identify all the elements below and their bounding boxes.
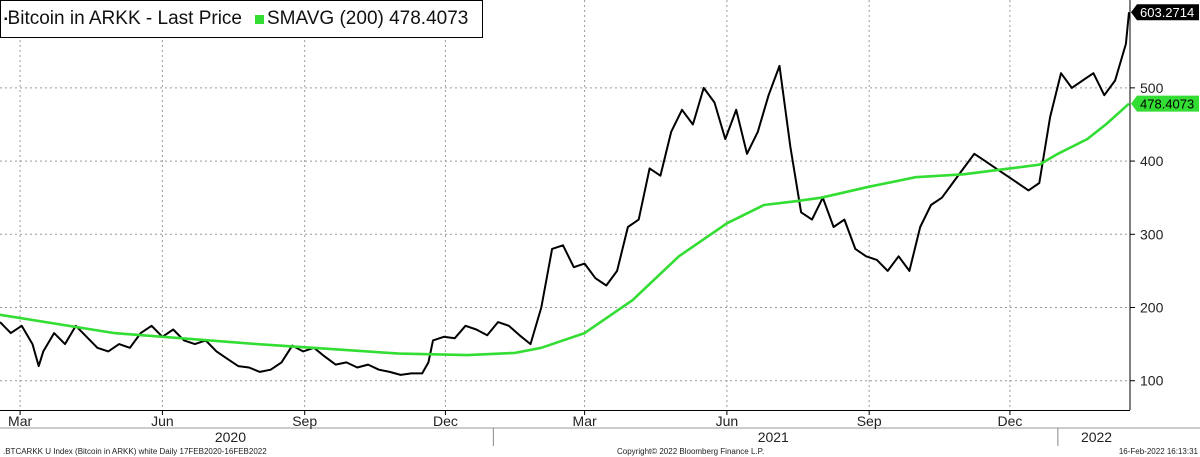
x-tick-label: Sep [292, 413, 317, 429]
series-lines [0, 12, 1130, 376]
x-tick-label: Sep [857, 413, 882, 429]
footer-timestamp: 16-Feb-2022 16:13:31 [1118, 447, 1198, 456]
last-price-tag-label: 603.2714 [1140, 5, 1194, 20]
smavg-line [0, 102, 1130, 357]
x-tick-label: Jun [151, 413, 174, 429]
legend-swatch-smavg-icon [254, 14, 264, 24]
year-label: 2020 [215, 429, 246, 445]
x-tick-label: Dec [433, 413, 458, 429]
year-label: 2022 [1081, 429, 1112, 445]
footer-source: .BTCARKK U Index (Bitcoin in ARKK) white… [3, 447, 267, 456]
legend-item-smavg: SMAVG (200) 478.4073 [250, 8, 468, 30]
legend-item-last-price: ▪ Bitcoin in ARKK - Last Price [1, 8, 242, 30]
last-value-tags: 603.2714 478.4073 [1131, 4, 1199, 112]
y-tick-label: 300 [1140, 226, 1164, 242]
last-price-tag: 603.2714 [1131, 4, 1199, 20]
axes: 100 200 300 400 500 Mar Jun Sep Dec Mar Jun Sep Dec 2… [0, 0, 1200, 446]
price-line [0, 12, 1130, 376]
footer-copyright: Copyright© 2022 Bloomberg Finance L.P. [617, 447, 765, 456]
legend-label-last-price: Bitcoin in ARKK - Last Price [7, 8, 242, 29]
year-label: 2021 [758, 429, 789, 445]
y-tick-label: 200 [1140, 300, 1164, 316]
legend-label-smavg: SMAVG (200) 478.4073 [266, 8, 469, 29]
y-tick-label: 500 [1140, 80, 1164, 96]
smavg-tag-bg [1131, 95, 1199, 112]
gridlines [0, 0, 1130, 410]
x-tick-label: Dec [997, 413, 1022, 429]
legend-swatch-last-price-icon: ▪ [4, 13, 8, 25]
smavg-tag-label: 478.4073 [1140, 97, 1194, 112]
legend: ▪ Bitcoin in ARKK - Last Price SMAVG (20… [0, 0, 483, 38]
last-price-tag-bg [1131, 4, 1199, 21]
x-tick-label: Jun [716, 413, 739, 429]
x-tick-label: Mar [8, 413, 32, 429]
smavg-tag: 478.4073 [1131, 95, 1199, 112]
x-tick-label: Mar [573, 413, 597, 429]
y-tick-label: 400 [1140, 153, 1164, 169]
y-tick-label: 100 [1140, 373, 1164, 389]
